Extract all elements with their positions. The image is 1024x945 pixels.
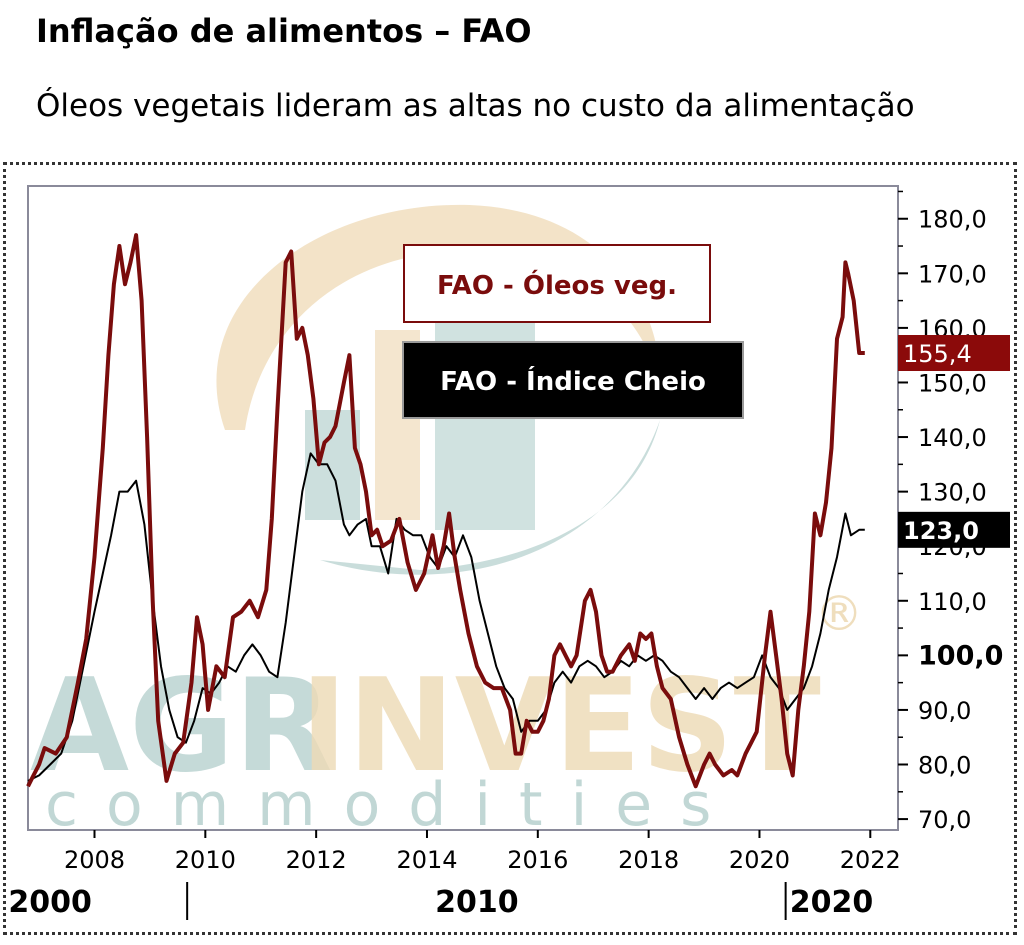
decade-axis: 2000 2010 2020 <box>8 882 873 920</box>
plot-area <box>27 185 899 831</box>
badge-label: 123,0 <box>903 517 979 545</box>
x-tick-label: 2016 <box>507 846 568 874</box>
watermark-logo: AGR INVEST commodities ® <box>30 204 863 840</box>
last-value-badge-1: 123,0 <box>898 511 1010 548</box>
x-tick-label: 2010 <box>175 846 236 874</box>
y-axis: 180,0170,0160,0150,0140,0130,0120,0110,0… <box>898 190 1003 834</box>
y-tick-label: 150,0 <box>918 369 987 397</box>
decade-label: 2020 <box>790 885 874 920</box>
x-axis: 2008 2010 2012 2014 2016 2018 2020 2022 <box>64 830 901 874</box>
x-tick-label: 2018 <box>618 846 679 874</box>
x-tick-label: 2020 <box>729 846 790 874</box>
y-tick-label: 90,0 <box>918 697 971 725</box>
chart-frame <box>3 162 1017 935</box>
y-tick-label: 140,0 <box>918 424 987 452</box>
legend-box-oils <box>403 244 711 323</box>
y-tick-label: 110,0 <box>918 588 987 616</box>
y-tick-label: 100,0 <box>918 640 1003 671</box>
x-tick-label: 2012 <box>286 846 347 874</box>
page-subtitle: Óleos vegetais lideram as altas no custo… <box>36 88 915 124</box>
x-tick-label: 2008 <box>64 846 125 874</box>
legend-box-full <box>402 341 744 419</box>
badge-bg <box>898 335 1010 372</box>
legend-item-oils: FAO - Óleos veg. <box>403 244 711 323</box>
y-tick-label: 70,0 <box>918 806 971 834</box>
legend: FAO - Óleos veg. FAO - Índice Cheio <box>402 244 744 419</box>
y-tick-label: 170,0 <box>918 260 987 288</box>
y-tick-label: 180,0 <box>918 206 987 234</box>
last-value-badges: 155,4 123,0 <box>898 335 1010 548</box>
y-tick-label: 130,0 <box>918 479 987 507</box>
series-layer <box>26 233 865 789</box>
watermark-tagline: commodities <box>45 770 739 840</box>
watermark-brand-2: INVEST <box>300 652 821 801</box>
last-value-badge-0: 155,4 <box>898 335 1010 372</box>
x-tick-label: 2014 <box>396 846 457 874</box>
page-title: Inflação de alimentos – FAO <box>36 12 532 50</box>
series-line-0 <box>26 233 865 789</box>
legend-label-full: FAO - Índice Cheio <box>440 365 706 397</box>
legend-label-oils: FAO - Óleos veg. <box>437 269 677 301</box>
y-tick-label: 80,0 <box>918 752 971 780</box>
legend-item-full: FAO - Índice Cheio <box>402 341 744 419</box>
decade-label: 2010 <box>435 885 519 920</box>
decade-label: 2000 <box>8 885 92 920</box>
badge-bg <box>898 511 1010 548</box>
watermark-registered: ® <box>815 586 863 642</box>
x-tick-label: 2022 <box>840 846 901 874</box>
badge-label: 155,4 <box>903 340 972 368</box>
